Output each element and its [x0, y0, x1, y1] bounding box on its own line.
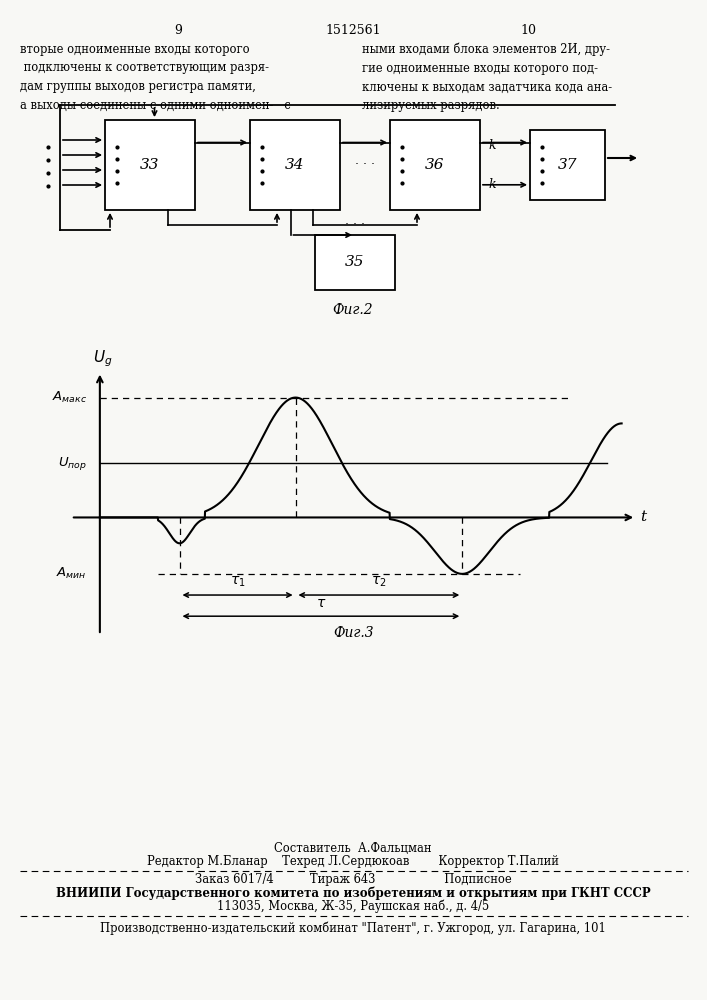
Text: 37: 37 [558, 158, 577, 172]
Text: $\tau$: $\tau$ [316, 596, 326, 610]
Text: t: t [640, 510, 646, 524]
Text: Составитель  А.Фальцман: Составитель А.Фальцман [274, 842, 432, 854]
Text: 10: 10 [520, 23, 536, 36]
Text: 33: 33 [140, 158, 160, 172]
Text: 1512561: 1512561 [325, 23, 381, 36]
Text: Производственно-издательский комбинат "Патент", г. Ужгород, ул. Гагарина, 101: Производственно-издательский комбинат "П… [100, 921, 606, 935]
Text: 34: 34 [285, 158, 305, 172]
Bar [530, 130, 605, 200]
Text: 113035, Москва, Ж-35, Раушская наб., д. 4/5: 113035, Москва, Ж-35, Раушская наб., д. … [217, 899, 489, 913]
Text: 35: 35 [345, 255, 365, 269]
Text: Редактор М.Бланар    Техред Л.Сердюкоав        Корректор Т.Палий: Редактор М.Бланар Техред Л.Сердюкоав Кор… [147, 856, 559, 868]
Bar [105, 120, 195, 210]
Text: k: k [488, 178, 496, 191]
Text: Заказ 6017/4          Тираж 643                   Подписное: Заказ 6017/4 Тираж 643 Подписное [194, 874, 511, 886]
Text: 9: 9 [174, 23, 182, 36]
Text: $A_{мин}$: $A_{мин}$ [57, 566, 87, 581]
Text: $U_{пор}$: $U_{пор}$ [58, 455, 87, 472]
Text: · · ·: · · · [345, 219, 365, 232]
Bar [250, 120, 340, 210]
Text: $A_{макс}$: $A_{макс}$ [52, 390, 87, 405]
Text: $\tau_1$: $\tau_1$ [230, 575, 245, 589]
Bar [315, 235, 395, 290]
Text: · · ·: · · · [355, 158, 375, 172]
Bar [390, 120, 480, 210]
Text: ВНИИПИ Государственного комитета по изобретениям и открытиям при ГКНТ СССР: ВНИИПИ Государственного комитета по изоб… [56, 886, 650, 900]
Text: 36: 36 [425, 158, 445, 172]
Text: $U_g$: $U_g$ [93, 349, 112, 369]
Text: вторые одноименные входы которого
 подключены к соответствующим разря-
дам групп: вторые одноименные входы которого подклю… [20, 43, 291, 111]
Text: k: k [488, 139, 496, 152]
Text: Фиг.3: Фиг.3 [333, 626, 374, 640]
Text: Фиг.2: Фиг.2 [333, 303, 373, 317]
Text: $\tau_2$: $\tau_2$ [371, 575, 387, 589]
Text: ными входами блока элементов 2И, дру-
гие одноименные входы которого под-
ключен: ными входами блока элементов 2И, дру- ги… [362, 43, 612, 112]
